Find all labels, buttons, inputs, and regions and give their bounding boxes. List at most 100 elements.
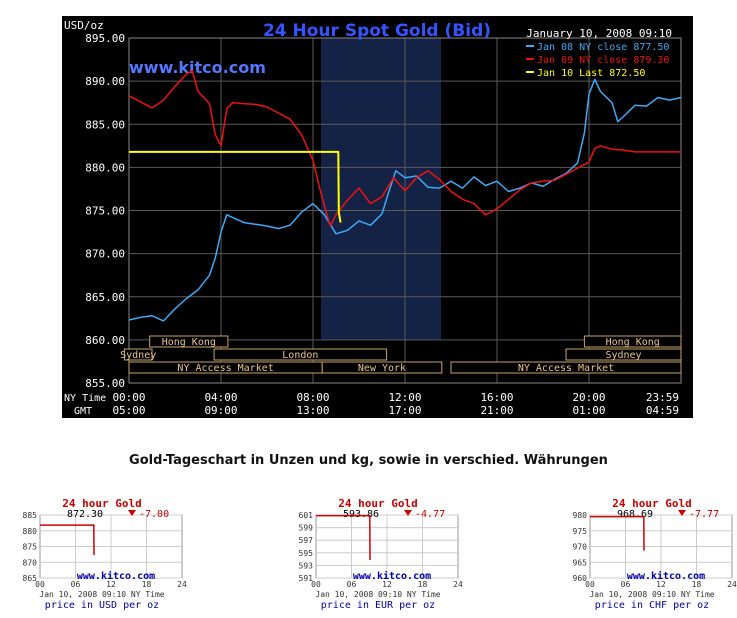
mini-x-tick: 18: [142, 580, 152, 589]
y-tick-label: 870.00: [85, 248, 125, 261]
ny-time-row-label: NY Time: [64, 393, 106, 404]
ny-time-tick: 00:00: [112, 391, 145, 404]
price-lines: [128, 70, 682, 322]
gmt-tick: 09:00: [204, 404, 237, 417]
mini-footer: price in EUR per oz: [321, 600, 435, 611]
mini-y-tick: 601: [299, 511, 314, 520]
y-tick-label: 860.00: [85, 334, 125, 347]
y-tick-label: 895.00: [85, 32, 125, 45]
mini-x-tick: 00: [585, 580, 595, 589]
mini-footer: price in USD per oz: [45, 600, 159, 611]
mini-change: -7.00: [139, 509, 169, 520]
down-arrow-icon: [128, 510, 136, 516]
mini-y-tick: 591: [299, 574, 314, 583]
mini-x-tick: 24: [727, 580, 737, 589]
mini-last-price: 968.69: [617, 509, 653, 520]
market-label: NY Access Market: [518, 363, 614, 374]
market-label: Hong Kong: [162, 337, 216, 348]
mini-last-price: 593.86: [343, 509, 379, 520]
mini-y-tick: 870: [23, 558, 38, 567]
down-arrow-icon: [678, 510, 686, 516]
market-label: London: [282, 350, 318, 361]
market-label: Hong Kong: [606, 337, 660, 348]
plot-frame: [128, 37, 682, 384]
mini-y-tick: 960: [573, 574, 588, 583]
mini-date: Jan 10, 2008 09:10 NY Time: [39, 590, 164, 599]
mini-x-tick: 12: [382, 580, 392, 589]
series-line-2: [129, 150, 342, 223]
mini-y-tick: 970: [573, 543, 588, 552]
mini-change: -7.77: [689, 509, 719, 520]
y-tick-label: 865.00: [85, 291, 125, 304]
mini-price-line: [590, 515, 645, 551]
market-box: [149, 335, 229, 348]
chart-legend: Jan 08 NY close 877.50 Jan 09 NY close 87…: [526, 42, 669, 79]
time-axis: NY Time GMT 00:00 04:00 08:00 12:00 16:00 20:00…: [64, 391, 679, 417]
mini-y-tick: 597: [299, 536, 314, 545]
mini-x-tick: 12: [106, 580, 116, 589]
mini-x-tick: 00: [35, 580, 45, 589]
mini-y-tick: 593: [299, 561, 314, 570]
mini-x-tick: 06: [621, 580, 631, 589]
market-box: [123, 348, 153, 361]
y-tick-label: 890.00: [85, 75, 125, 88]
mini-y-tick: 965: [573, 558, 588, 567]
gmt-tick: 17:00: [388, 404, 421, 417]
mini-y-tick: 885: [23, 511, 38, 520]
mini-x-tick: 06: [347, 580, 357, 589]
kitco-watermark: www.kitco.com: [129, 58, 266, 77]
mini-y-tick: 880: [23, 527, 38, 536]
y-axis-label: USD/oz: [64, 19, 104, 32]
mini-y-tick: 599: [299, 524, 314, 533]
ny-time-tick: 12:00: [388, 391, 421, 404]
mini-x-tick: 06: [71, 580, 81, 589]
down-arrow-icon: [404, 510, 412, 516]
market-box: [565, 348, 682, 361]
series-line-1: [128, 70, 681, 227]
mini-watermark: www.kitco.com: [353, 570, 431, 582]
gmt-tick: 04:59: [646, 404, 679, 417]
market-box: [321, 361, 443, 374]
ny-time-tick: 16:00: [480, 391, 513, 404]
mini-change: -4.77: [415, 509, 445, 520]
mini-price-line: [316, 514, 371, 561]
mini-x-tick: 00: [311, 580, 321, 589]
main-gold-chart: 895.00 890.00 885.00 880.00 875.00 870.00 865.…: [62, 16, 693, 418]
gmt-row-label: GMT: [74, 406, 92, 417]
chart-title: 24 Hour Spot Gold (Bid): [263, 21, 491, 41]
y-tick-label: 855.00: [85, 377, 125, 390]
new-york-session-band: [321, 38, 441, 340]
chart-date: January 10, 2008 09:10: [526, 27, 672, 40]
mini-x-tick: 18: [692, 580, 702, 589]
market-box: [583, 335, 682, 348]
mini-price-line: [40, 524, 95, 556]
mini-x-tick: 18: [418, 580, 428, 589]
y-tick-label: 875.00: [85, 205, 125, 218]
mini-x-tick: 24: [177, 580, 187, 589]
mini-watermark: www.kitco.com: [77, 570, 155, 582]
market-label: Sydney: [120, 350, 156, 361]
y-tick-labels: 895.00 890.00 885.00 880.00 875.00 870.00 865.…: [85, 32, 125, 390]
ny-time-tick: 20:00: [572, 391, 605, 404]
mini-x-tick: 24: [453, 580, 463, 589]
mini-title: 24 hour Gold: [338, 497, 417, 510]
ny-time-tick: 23:59: [646, 391, 679, 404]
mini-date: Jan 10, 2008 09:10 NY Time: [315, 590, 440, 599]
mini-y-tick: 865: [23, 574, 38, 583]
mini-footer: price in CHF per oz: [595, 600, 709, 611]
legend-entry: Jan 08 NY close 877.50: [537, 42, 669, 53]
series-line-0: [128, 78, 682, 322]
gmt-tick: 13:00: [296, 404, 329, 417]
market-box: [213, 348, 388, 361]
market-label: New York: [358, 363, 406, 374]
chart-caption: Gold-Tageschart in Unzen und kg, sowie i…: [129, 453, 608, 468]
mini-title: 24 hour Gold: [62, 497, 141, 510]
mini-y-tick: 975: [573, 527, 588, 536]
market-label: NY Access Market: [177, 363, 273, 374]
mini-y-tick: 980: [573, 511, 588, 520]
mini-title: 24 hour Gold: [612, 497, 691, 510]
mini-watermark: www.kitco.com: [627, 570, 705, 582]
legend-entry: Jan 10 Last 872.50: [537, 68, 645, 79]
